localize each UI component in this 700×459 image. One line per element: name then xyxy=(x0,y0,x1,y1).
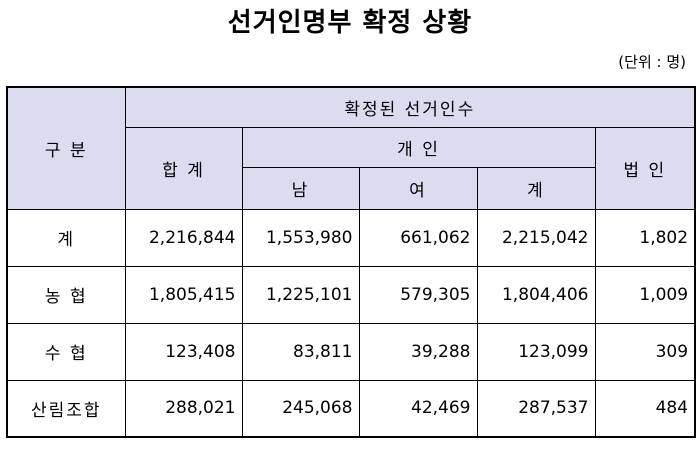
header-individual: 개 인 xyxy=(241,126,596,168)
row-label: 계 xyxy=(6,208,126,267)
table-row: 계 2,216,844 1,553,980 661,062 2,215,042 … xyxy=(6,208,696,267)
cell-male: 1,553,980 xyxy=(241,208,360,267)
page-title: 선거인명부 확정 상황 xyxy=(227,8,473,38)
header-confirmed: 확정된 선거인수 xyxy=(124,86,696,128)
header-female: 여 xyxy=(358,166,478,210)
table-row: 농 협 1,805,415 1,225,101 579,305 1,804,40… xyxy=(6,265,696,324)
cell-female: 39,288 xyxy=(358,322,478,381)
cell-corporate: 309 xyxy=(594,322,696,381)
cell-female: 579,305 xyxy=(358,265,478,324)
cell-total: 288,021 xyxy=(124,379,243,438)
cell-male: 245,068 xyxy=(241,379,360,438)
unit-label: (단위 : 명) xyxy=(618,53,686,71)
header-corporate: 법 인 xyxy=(594,126,696,210)
cell-total: 2,216,844 xyxy=(124,208,243,267)
header-male: 남 xyxy=(241,166,360,210)
row-label: 수 협 xyxy=(6,322,126,381)
voter-roll-table: 구 분 확정된 선거인수 합 계 개 인 법 인 남 여 계 계 2,216,8… xyxy=(6,86,697,438)
header-category: 구 분 xyxy=(6,86,126,210)
table-row: 산림조합 288,021 245,068 42,469 287,537 484 xyxy=(6,379,696,438)
header-total: 합 계 xyxy=(124,126,243,210)
row-label: 농 협 xyxy=(6,265,126,324)
cell-female: 42,469 xyxy=(358,379,478,438)
cell-corporate: 1,009 xyxy=(594,265,696,324)
cell-subtotal: 287,537 xyxy=(476,379,596,438)
cell-male: 83,811 xyxy=(241,322,360,381)
cell-total: 123,408 xyxy=(124,322,243,381)
cell-corporate: 1,802 xyxy=(594,208,696,267)
table-row: 수 협 123,408 83,811 39,288 123,099 309 xyxy=(6,322,696,381)
cell-subtotal: 2,215,042 xyxy=(476,208,596,267)
cell-total: 1,805,415 xyxy=(124,265,243,324)
cell-female: 661,062 xyxy=(358,208,478,267)
row-label: 산림조합 xyxy=(6,379,126,438)
cell-subtotal: 123,099 xyxy=(476,322,596,381)
cell-male: 1,225,101 xyxy=(241,265,360,324)
cell-corporate: 484 xyxy=(594,379,696,438)
cell-subtotal: 1,804,406 xyxy=(476,265,596,324)
header-subtotal: 계 xyxy=(476,166,596,210)
